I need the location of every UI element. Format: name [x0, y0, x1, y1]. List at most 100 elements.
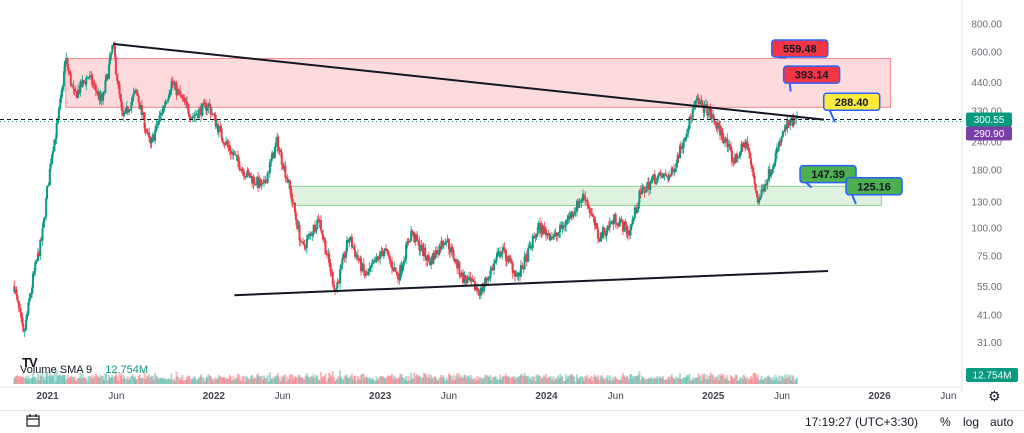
candle-body: [471, 278, 474, 282]
log-scale-button[interactable]: log: [963, 415, 980, 429]
candle-body: [257, 177, 260, 188]
volume-bar: [593, 374, 596, 384]
annotation-pointer: [851, 194, 857, 205]
candle-body: [437, 253, 440, 255]
volume-bar: [766, 376, 769, 384]
candle-body: [710, 114, 713, 120]
candle-body: [48, 168, 51, 186]
candle-body: [164, 101, 167, 106]
volume-bar: [392, 378, 395, 384]
annotation-box[interactable]: [799, 164, 857, 184]
candle-body: [208, 103, 211, 107]
volume-bar: [294, 376, 297, 384]
volume-bar: [746, 377, 749, 384]
volume-bar: [223, 377, 226, 384]
volume-bar: [761, 379, 764, 384]
candle-body: [60, 90, 63, 99]
candle-body: [195, 114, 198, 116]
candle-body: [200, 107, 203, 116]
clock-readout[interactable]: 17:19:27 (UTC+3:30): [804, 415, 918, 429]
volume-bar: [721, 373, 724, 384]
candle-body: [419, 249, 422, 251]
volume-bar: [528, 379, 531, 384]
annotation-label[interactable]: 147.39: [811, 169, 845, 181]
candle-body: [278, 150, 281, 152]
volume-bar: [733, 377, 736, 384]
candle-body: [600, 232, 603, 239]
volume-bar: [519, 373, 522, 384]
candle-body: [556, 232, 559, 236]
volume-bar: [473, 378, 476, 384]
volume-bar: [277, 372, 280, 384]
candle-body: [572, 214, 575, 217]
settings-gear-icon[interactable]: ⚙: [988, 388, 1001, 404]
volume-bar: [570, 373, 573, 384]
volume-bar: [764, 377, 767, 384]
candle-body: [232, 151, 235, 155]
price-chart[interactable]: 800.00 600.00 440.00 330.00 240.00 180.00 130.…: [0, 0, 1024, 410]
annotation-label[interactable]: 125.16: [857, 181, 891, 193]
volume-bar: [68, 377, 71, 384]
volume-bar: [796, 377, 799, 384]
annotation-box[interactable]: [782, 65, 841, 84]
volume-bar: [689, 380, 692, 384]
annotation-label[interactable]: 559.48: [783, 44, 817, 56]
x-tick-label: Jun: [608, 391, 624, 402]
volume-bar: [176, 376, 179, 384]
calendar-icon[interactable]: [26, 414, 40, 427]
candle-body: [601, 227, 604, 239]
candle-body: [642, 187, 645, 189]
volume-bar: [410, 372, 413, 384]
candle-body: [211, 113, 214, 115]
volume-bar: [148, 373, 151, 384]
candle-body: [367, 271, 370, 275]
candle-body: [778, 141, 781, 147]
volume-bar: [662, 375, 665, 384]
volume-bar: [681, 378, 684, 384]
candle-body: [559, 224, 562, 233]
candle-body: [627, 230, 630, 236]
candle-body: [25, 319, 28, 331]
volume-bar: [276, 375, 279, 384]
candle-body: [507, 256, 510, 262]
candle-body: [270, 159, 273, 163]
volume-bar: [27, 375, 30, 384]
candle-body: [561, 225, 564, 229]
candle-body: [505, 260, 508, 262]
candle-body: [638, 190, 641, 203]
volume-bar: [309, 377, 312, 384]
candle-body: [653, 174, 656, 184]
candle-body: [487, 278, 490, 281]
volume-bar: [502, 376, 505, 384]
annotation-box[interactable]: [822, 92, 881, 112]
candle-body: [221, 138, 224, 143]
volume-bar: [69, 375, 72, 384]
candle-body: [679, 145, 682, 149]
candle-body: [45, 198, 48, 217]
annotation-label[interactable]: 288.40: [835, 97, 869, 109]
candle-body: [241, 169, 244, 171]
annotation-box[interactable]: [771, 39, 829, 58]
candle-body: [716, 122, 719, 129]
candle-body: [626, 230, 629, 234]
annotation-label[interactable]: 393.14: [795, 70, 830, 82]
volume-bar: [31, 372, 34, 384]
volume-bar: [582, 380, 585, 384]
candle-body: [456, 259, 459, 269]
support-zone[interactable]: [290, 185, 882, 206]
candle-body: [697, 97, 700, 105]
candle-body: [351, 246, 354, 248]
volume-bar: [529, 377, 532, 384]
candle-body: [236, 155, 239, 162]
volume-bar: [514, 379, 517, 384]
auto-scale-button[interactable]: auto: [990, 415, 1014, 429]
volume-bar: [724, 377, 727, 384]
annotation-box[interactable]: [845, 177, 903, 196]
volume-bar: [543, 376, 546, 384]
volume-bar: [350, 373, 353, 384]
percent-scale-button[interactable]: %: [940, 415, 951, 429]
volume-bar: [450, 375, 453, 384]
y-tick-label: 330.00: [971, 106, 1002, 117]
trendline-2[interactable]: [234, 270, 829, 297]
trendline-1[interactable]: [113, 42, 825, 121]
